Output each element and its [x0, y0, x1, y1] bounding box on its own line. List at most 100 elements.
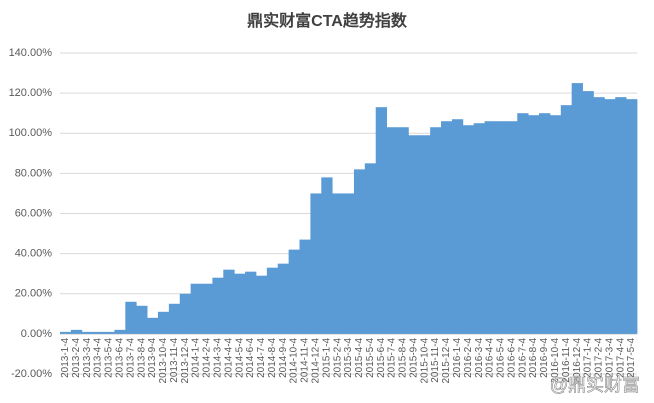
x-tick-label: 2016-7-4: [517, 337, 528, 377]
y-tick-label: 60.00%: [15, 207, 53, 219]
x-tick-label: 2015-9-4: [408, 337, 419, 377]
bar: [310, 193, 322, 334]
bar: [462, 125, 475, 334]
bar: [234, 273, 246, 334]
bar: [136, 305, 148, 334]
x-tick-label: 2013-11-4: [169, 337, 180, 382]
x-tick-label: 2014-2-4: [202, 337, 213, 377]
bar: [212, 277, 224, 334]
x-tick-label: 2014-5-4: [234, 337, 245, 377]
x-tick-label: 2016-5-4: [496, 337, 507, 377]
bar: [451, 119, 464, 334]
x-tick-label: 2014-6-4: [245, 337, 256, 377]
x-tick-label: 2016-6-4: [506, 337, 517, 377]
bar: [473, 123, 485, 334]
bar: [168, 303, 181, 334]
y-tick-label: 100.00%: [9, 127, 53, 139]
x-tick-label: 2016-10-4: [550, 337, 561, 383]
x-tick-label: 2013-3-4: [82, 337, 93, 377]
bar: [419, 135, 431, 334]
bar: [277, 263, 290, 334]
x-tick-label: 2017-2-4: [594, 337, 605, 377]
bar: [343, 193, 355, 334]
x-tick-label: 2016-2-4: [463, 337, 474, 377]
x-tick-label: 2013-7-4: [125, 337, 136, 377]
y-tick-label: -20.00%: [11, 368, 52, 380]
bar: [103, 331, 115, 334]
x-tick-label: 2015-11-4: [430, 337, 441, 382]
x-tick-label: 2015-10-4: [419, 337, 430, 383]
x-tick-label: 2015-3-4: [343, 337, 354, 377]
y-tick-label: 0.00%: [21, 328, 52, 340]
x-tick-label: 2015-2-4: [332, 337, 343, 377]
x-tick-label: 2016-9-4: [539, 337, 550, 377]
x-tick-label: 2015-7-4: [387, 337, 398, 377]
x-tick-label: 2017-4-4: [615, 337, 626, 377]
x-tick-label: 2017-3-4: [604, 337, 615, 377]
bar: [495, 121, 507, 334]
bar: [375, 107, 388, 334]
bar: [190, 283, 202, 334]
x-tick-label: 2014-12-4: [310, 337, 321, 383]
bar: [386, 127, 398, 334]
x-tick-label: 2017-1-4: [583, 337, 594, 377]
x-tick-label: 2014-1-4: [191, 337, 202, 377]
x-tick-label: 2016-11-4: [561, 337, 572, 382]
watermark: @鼎实财富: [550, 375, 640, 395]
bar: [549, 115, 562, 334]
x-tick-label: 2016-4-4: [485, 337, 496, 377]
y-tick-label: 120.00%: [9, 87, 53, 99]
x-tick-label: 2014-7-4: [256, 337, 267, 377]
bar: [528, 115, 540, 334]
x-tick-label: 2013-4-4: [93, 337, 104, 377]
bar: [506, 121, 518, 334]
bar: [201, 283, 213, 334]
y-tick-label: 40.00%: [15, 248, 53, 260]
bar: [179, 293, 192, 334]
chart-title: 鼎实财富CTA趋势指数: [247, 11, 408, 30]
x-tick-label: 2013-5-4: [104, 337, 115, 377]
bar: [114, 329, 126, 334]
x-tick-label: 2015-12-4: [441, 337, 452, 383]
x-tick-label: 2014-3-4: [212, 337, 223, 377]
x-tick-label: 2016-8-4: [528, 337, 539, 377]
x-tick-label: 2013-12-4: [180, 337, 191, 383]
bar: [255, 275, 268, 334]
bar: [60, 331, 72, 334]
x-tick-label: 2013-9-4: [147, 337, 158, 377]
x-tick-label: 2017-5-4: [626, 337, 637, 377]
bar: [125, 301, 137, 334]
x-tick-label: 2013-8-4: [136, 337, 147, 377]
bar: [321, 177, 333, 334]
bar: [70, 329, 83, 334]
bar: [582, 91, 594, 334]
bar: [593, 97, 605, 334]
x-tick-label: 2016-3-4: [474, 337, 485, 377]
y-tick-label: 80.00%: [15, 167, 53, 179]
x-tick-label: 2015-4-4: [354, 337, 365, 377]
bar: [157, 311, 170, 334]
x-tick-label: 2015-6-4: [376, 337, 387, 377]
bar: [353, 169, 366, 334]
bar: [266, 267, 279, 334]
x-tick-label: 2014-9-4: [278, 337, 289, 377]
x-tick-label: 2013-10-4: [158, 337, 169, 383]
y-tick-label: 20.00%: [15, 288, 53, 300]
bar: [408, 135, 420, 334]
bar: [364, 163, 377, 334]
bar: [539, 113, 551, 334]
x-tick-label: 2015-8-4: [398, 337, 409, 377]
bar: [615, 97, 627, 334]
bar: [81, 331, 94, 334]
x-tick-label: 2013-1-4: [60, 337, 71, 377]
bar: [397, 127, 409, 334]
y-tick-label: 140.00%: [9, 47, 53, 59]
x-tick-label: 2015-1-4: [321, 337, 332, 377]
bar: [604, 99, 616, 334]
bar: [299, 239, 311, 334]
x-tick-label: 2014-8-4: [267, 337, 278, 377]
x-tick-label: 2013-2-4: [71, 337, 82, 377]
bar: [332, 193, 344, 334]
x-tick-label: 2014-4-4: [223, 337, 234, 377]
